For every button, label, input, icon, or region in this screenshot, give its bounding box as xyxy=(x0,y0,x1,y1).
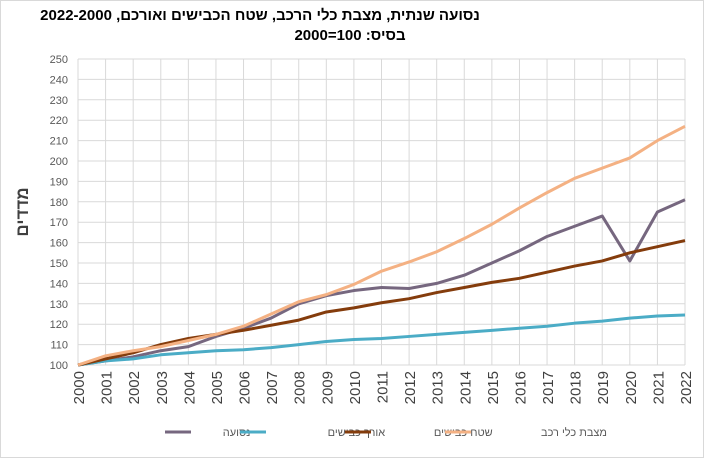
x-tick-label: 2015 xyxy=(485,371,502,404)
series-line xyxy=(77,124,686,367)
x-tick-label: 2003 xyxy=(154,371,171,404)
x-tick-label: 2013 xyxy=(430,371,447,404)
x-tick-label: 2000 xyxy=(71,371,88,404)
y-tick-label: 140 xyxy=(50,278,68,290)
x-tick-label: 2008 xyxy=(292,371,309,404)
y-tick-label: 120 xyxy=(50,319,68,331)
x-tick-label: 2011 xyxy=(375,371,392,403)
x-tick-label: 2018 xyxy=(568,371,585,404)
x-tick-label: 2004 xyxy=(181,371,198,404)
y-tick-label: 160 xyxy=(50,238,68,250)
chart-subtitle: בסיס: 100=2000 xyxy=(294,27,406,44)
x-tick-label: 2014 xyxy=(457,371,474,404)
y-tick-label: 250 xyxy=(50,54,68,66)
y-tick-label: 200 xyxy=(50,156,68,168)
x-tick-label: 2009 xyxy=(319,371,336,404)
x-tick-label: 2016 xyxy=(512,371,529,404)
legend-label: מצבת כלי רכב xyxy=(541,426,607,439)
y-tick-label: 170 xyxy=(50,217,68,229)
y-tick-label: 110 xyxy=(50,340,68,352)
series-line xyxy=(77,198,686,367)
y-tick-label: 220 xyxy=(50,115,68,127)
x-tick-label: 2019 xyxy=(595,371,612,404)
y-tick-label: 190 xyxy=(50,176,68,188)
chart-title: נסועה שנתית, מצבת כלי הרכב, שטח הכבישים … xyxy=(40,7,480,24)
x-tick-label: 2020 xyxy=(623,371,640,404)
y-tick-label: 230 xyxy=(50,95,68,107)
x-tick-label: 2010 xyxy=(347,371,364,404)
y-tick-label: 210 xyxy=(50,136,68,148)
series-line xyxy=(77,313,686,367)
x-tick-label: 2001 xyxy=(99,371,116,404)
y-tick-label: 150 xyxy=(50,258,68,270)
x-tick-label: 2017 xyxy=(540,371,557,404)
legend-label: נסועה xyxy=(223,427,251,439)
x-tick-label: 2021 xyxy=(650,371,667,404)
x-tick-label: 2002 xyxy=(126,371,143,404)
x-tick-label: 2005 xyxy=(209,371,226,404)
y-tick-label: 130 xyxy=(50,299,68,311)
x-tick-label: 2006 xyxy=(237,371,254,404)
y-axis-label: מדדים xyxy=(13,187,32,236)
y-tick-label: 100 xyxy=(50,360,68,372)
series-line xyxy=(77,239,686,367)
x-tick-label: 2012 xyxy=(402,371,419,404)
y-tick-label: 180 xyxy=(50,197,68,209)
x-tick-label: 2007 xyxy=(264,371,281,404)
y-tick-label: 240 xyxy=(50,74,68,86)
x-tick-label: 2022 xyxy=(678,371,695,404)
